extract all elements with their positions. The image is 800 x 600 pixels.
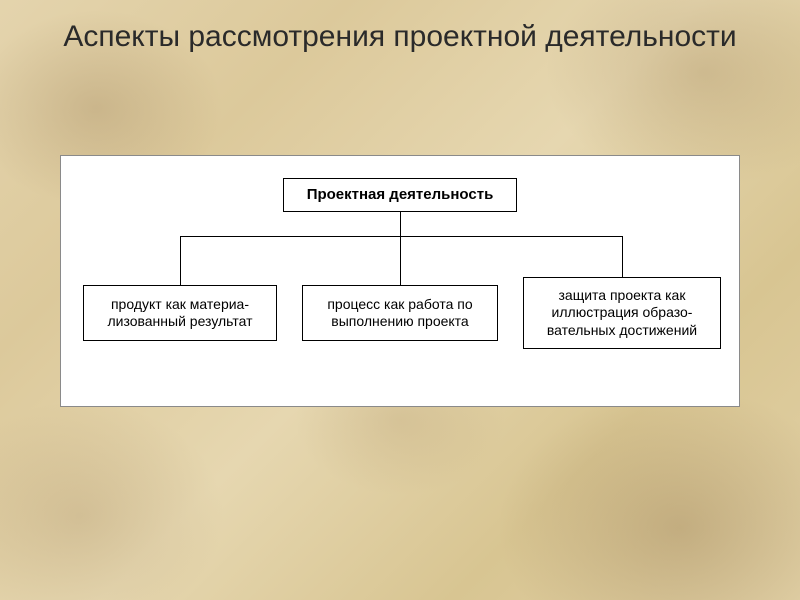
root-box: Проектная деятельность xyxy=(283,178,517,212)
connector-hbar xyxy=(180,236,623,237)
slide-title: Аспекты рассмотрения проектной деятельно… xyxy=(0,0,800,56)
child-label: защита проекта как иллюстрация образо- в… xyxy=(547,287,697,340)
child-label: продукт как материа- лизованный результа… xyxy=(107,296,252,331)
connector-drop-defense xyxy=(622,236,623,277)
slide: Аспекты рассмотрения проектной деятельно… xyxy=(0,0,800,600)
connector-drop-product xyxy=(180,236,181,285)
connector-trunk xyxy=(400,212,401,236)
child-box-process: процесс как работа по выполнению проекта xyxy=(302,285,498,341)
connector-drop-process xyxy=(400,236,401,285)
root-label: Проектная деятельность xyxy=(307,186,494,205)
child-box-defense: защита проекта как иллюстрация образо- в… xyxy=(523,277,721,349)
child-box-product: продукт как материа- лизованный результа… xyxy=(83,285,277,341)
child-label: процесс как работа по выполнению проекта xyxy=(327,296,472,331)
